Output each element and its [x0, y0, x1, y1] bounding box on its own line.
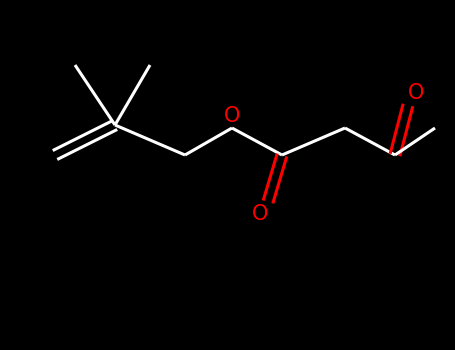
Text: O: O — [408, 83, 424, 103]
Text: O: O — [224, 106, 240, 126]
Text: O: O — [252, 204, 268, 224]
